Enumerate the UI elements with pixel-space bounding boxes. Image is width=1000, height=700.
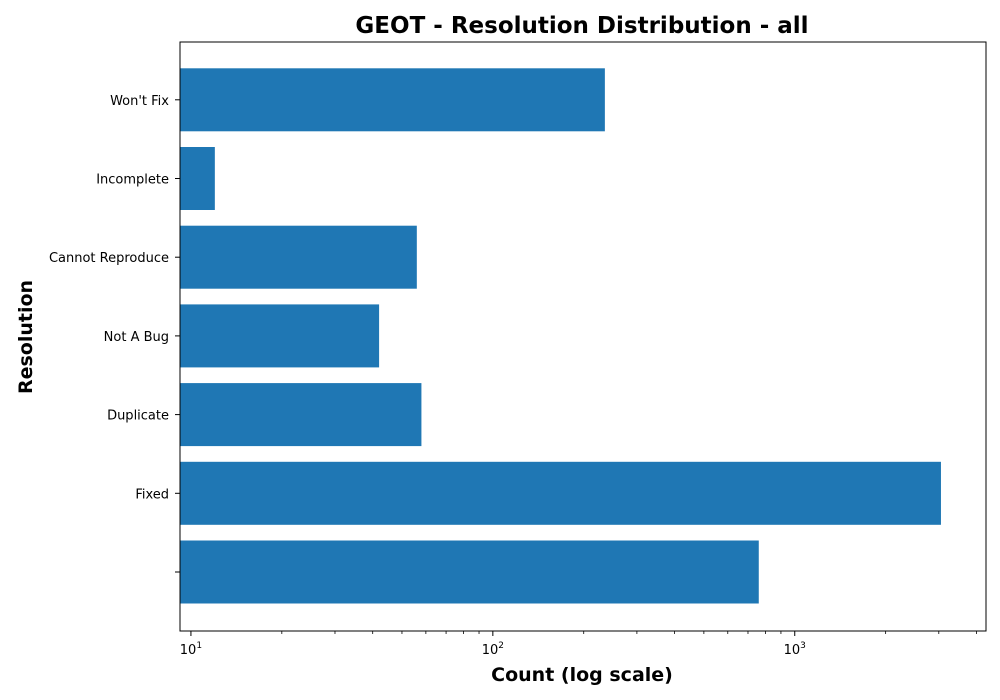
y-tick-label-6: Incomplete	[96, 173, 169, 188]
plot-frame	[179, 41, 987, 632]
bar-1	[180, 540, 759, 604]
bar-3	[180, 383, 422, 447]
x-axis-label: Count (log scale)	[491, 664, 673, 686]
bar-4	[180, 304, 380, 368]
y-tick-label-5: Cannot Reproduce	[49, 251, 169, 266]
bars-layer	[180, 68, 941, 604]
x-tick-label-2: 102	[482, 641, 504, 658]
y-tick-label-4: Not A Bug	[104, 330, 169, 345]
y-tick-label-7: Won't Fix	[110, 94, 169, 109]
y-axis-label: Resolution	[15, 280, 37, 394]
x-axis-ticks: 101 102 103	[180, 631, 977, 658]
y-tick-label-3: Duplicate	[107, 409, 169, 424]
chart-title: GEOT - Resolution Distribution - all	[355, 13, 808, 39]
x-tick-label-3: 103	[784, 641, 806, 658]
bar-2	[180, 461, 941, 525]
y-axis-ticks: Fixed Duplicate Not A Bug Cannot Reproduce I…	[49, 94, 180, 573]
bar-6	[180, 147, 215, 210]
bar-7	[180, 68, 605, 132]
x-tick-label-1: 101	[180, 641, 202, 658]
bar-5	[180, 225, 417, 289]
y-tick-label-2: Fixed	[135, 487, 169, 502]
